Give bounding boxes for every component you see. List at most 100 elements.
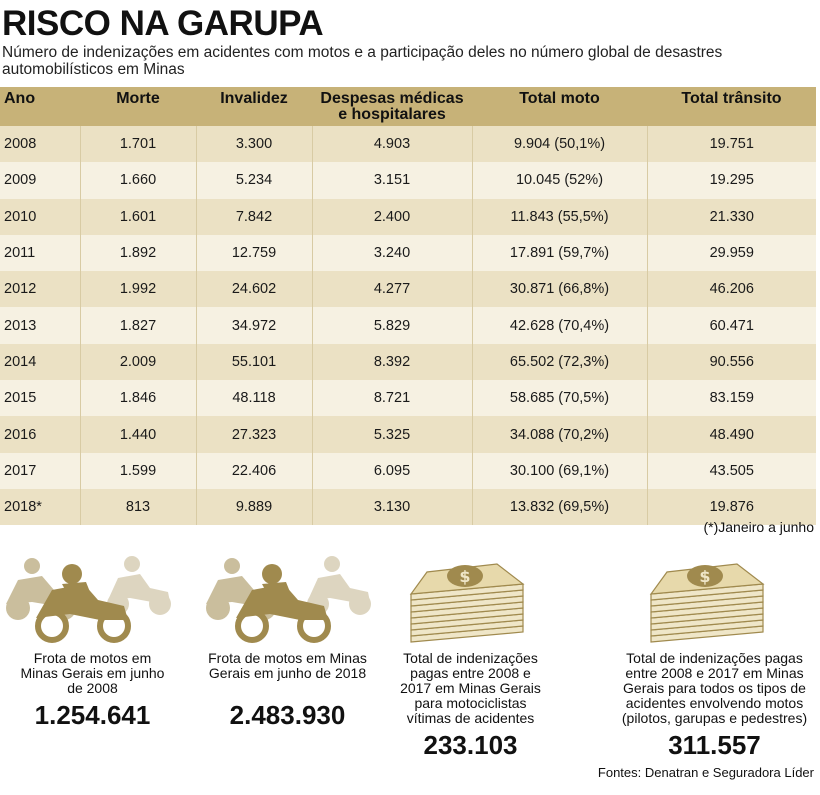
table-cell: 1.846 [80,380,197,417]
table-cell: 1.892 [80,234,197,272]
svg-text:$: $ [699,567,710,586]
table-cell: 10.045 (52%) [472,162,648,199]
table-cell: 2017 [0,452,81,489]
table-cell: 8.721 [312,380,473,417]
table-cell: 34.972 [196,307,313,344]
table-cell: 1.701 [80,126,197,163]
column-header: Total moto [472,87,647,126]
payouts-all-value: 311.557 [668,730,761,760]
table-cell: 2009 [0,162,81,199]
table-row: 2016 1.440 27.323 5.325 34.088 (70,2%) 48.490 [0,416,816,453]
page-title: RISCO NA GARUPA [2,4,324,43]
fleet-2008-value: 1.254.641 [34,700,151,730]
table-cell: 2015 [0,380,81,417]
column-header: Morte [80,87,196,126]
table-cell: 8.392 [312,343,473,381]
table-row: 2011 1.892 12.759 3.240 17.891 (59,7%) 29.959 [0,234,816,272]
table-cell: 42.628 (70,4%) [472,307,648,344]
table-header-row: Ano Morte Invalidez Despesas médicas e h… [0,87,816,126]
table-cell: 21.330 [647,198,816,235]
table-cell: 2008 [0,126,81,163]
table-cell: 2010 [0,198,81,235]
table-cell: 2011 [0,234,81,272]
table-cell: 1.827 [80,307,197,344]
table-cell: 58.685 (70,5%) [472,380,648,417]
payouts-moto-value: 233.103 [423,730,518,760]
table-cell: 19.751 [647,126,816,163]
table-cell: 3.151 [312,162,473,199]
page-subtitle: Número de indenizações em acidentes com … [2,44,723,78]
table-cell: 29.959 [647,234,816,272]
table-cell: 1.992 [80,271,197,308]
table-row: 2018* 813 9.889 3.130 13.832 (69,5%) 19.876 [0,488,816,526]
table-cell: 17.891 (59,7%) [472,234,648,272]
table-cell: 2014 [0,343,81,381]
table-cell: 5.234 [196,162,313,199]
table-cell: 4.903 [312,126,473,163]
money-stack-icon: $ [645,546,770,646]
table-cell: 2.009 [80,343,197,381]
table-cell: 30.100 (69,1%) [472,452,648,489]
table-cell: 48.490 [647,416,816,453]
table-row: 2013 1.827 34.972 5.829 42.628 (70,4%) 60.471 [0,307,816,344]
table-cell: 2016 [0,416,81,453]
table-cell: 2013 [0,307,81,344]
table-cell: 6.095 [312,452,473,489]
table-cell: 5.325 [312,416,473,453]
money-stack-icon: $ [405,546,530,646]
table-cell: 30.871 (66,8%) [472,271,648,308]
table-cell: 7.842 [196,198,313,235]
data-table: Ano Morte Invalidez Despesas médicas e h… [0,87,816,526]
table-cell: 46.206 [647,271,816,308]
table-cell: 83.159 [647,380,816,417]
table-row: 2012 1.992 24.602 4.277 30.871 (66,8%) 46.206 [0,271,816,308]
table-cell: 11.843 (55,5%) [472,198,648,235]
column-header: Ano [0,87,80,126]
table-cell: 90.556 [647,343,816,381]
table-cell: 27.323 [196,416,313,453]
table-row: 2014 2.009 55.101 8.392 65.502 (72,3%) 90.556 [0,343,816,381]
motorcycle-riders-icon [200,548,375,644]
motorcycle-riders-icon [0,548,175,644]
table-cell: 1.660 [80,162,197,199]
table-body: 2008 1.701 3.300 4.903 9.904 (50,1%) 19.751 20… [0,126,816,526]
payouts-all-caption: Total de indenizações pagas entre 2008 e… [621,650,808,726]
table-cell: 2012 [0,271,81,308]
table-cell: 2.400 [312,198,473,235]
table-cell: 22.406 [196,452,313,489]
column-header: Despesas médicas e hospitalares [312,87,472,126]
sources-credit: Fontes: Denatran e Seguradora Líder [597,765,814,780]
fleet-2018-caption: Frota de motos em Minas Gerais em junho … [208,650,367,681]
column-header: Invalidez [196,87,312,126]
table-cell: 1.601 [80,198,197,235]
table-cell: 9.904 (50,1%) [472,126,648,163]
table-cell: 5.829 [312,307,473,344]
table-cell: 1.599 [80,452,197,489]
table-row: 2015 1.846 48.118 8.721 58.685 (70,5%) 83.159 [0,380,816,417]
table-cell: 34.088 (70,2%) [472,416,648,453]
table-cell: 55.101 [196,343,313,381]
table-cell: 813 [80,488,197,526]
table-cell: 60.471 [647,307,816,344]
table-cell: 19.295 [647,162,816,199]
table-cell: 24.602 [196,271,313,308]
table-cell: 43.505 [647,452,816,489]
table-cell: 3.130 [312,488,473,526]
table-cell: 13.832 (69,5%) [472,488,648,526]
fleet-2018-value: 2.483.930 [229,700,346,730]
table-cell: 9.889 [196,488,313,526]
table-row: 2010 1.601 7.842 2.400 11.843 (55,5%) 21.330 [0,198,816,235]
table-cell: 12.759 [196,234,313,272]
table-cell: 19.876 [647,488,816,526]
table-cell: 4.277 [312,271,473,308]
fleet-2008-caption: Frota de motos em Minas Gerais em junho … [20,650,165,696]
table-cell: 65.502 (72,3%) [472,343,648,381]
table-cell: 48.118 [196,380,313,417]
table-row: 2009 1.660 5.234 3.151 10.045 (52%) 19.295 [0,162,816,199]
svg-text:$: $ [459,567,470,586]
table-row: 2017 1.599 22.406 6.095 30.100 (69,1%) 43.505 [0,452,816,489]
table-row: 2008 1.701 3.300 4.903 9.904 (50,1%) 19.751 [0,126,816,163]
table-footnote: (*)Janeiro a junho [703,519,814,535]
payouts-moto-caption: Total de indenizações pagas entre 2008 e… [400,650,541,726]
table-cell: 3.300 [196,126,313,163]
